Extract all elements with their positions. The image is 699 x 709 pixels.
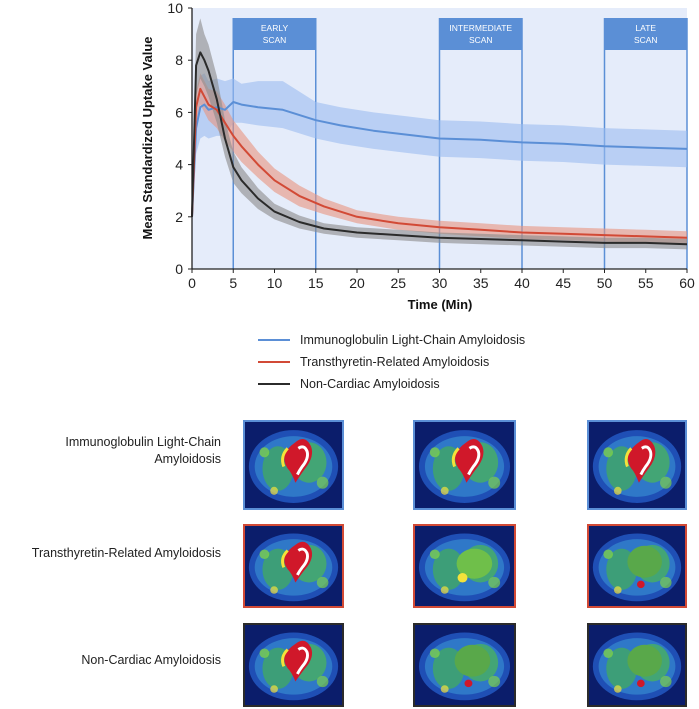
chart-legend: Immunoglobulin Light-Chain Amyloidosis T… (258, 329, 525, 395)
scan-window-label: EARLY (261, 23, 289, 33)
scan-image (587, 524, 687, 608)
series-line-0 (191, 101, 688, 217)
scan-window-label-2: SCAN (469, 35, 493, 45)
x-tick-label: 30 (432, 275, 448, 291)
y-tick-label: 6 (175, 104, 183, 120)
scan-window-label-2: SCAN (634, 35, 658, 45)
y-tick-label: 4 (175, 157, 183, 173)
scan-window-header (604, 18, 687, 50)
scan-image (243, 623, 344, 707)
row-label-al: Immunoglobulin Light-Chain Amyloidosis (65, 435, 221, 466)
series-band-1 (192, 73, 687, 245)
y-tick-label: 0 (175, 261, 183, 277)
x-tick-label: 50 (597, 275, 613, 291)
series-line-1 (191, 87, 688, 239)
x-tick-label: 55 (638, 275, 654, 291)
x-tick-label: 45 (555, 275, 571, 291)
legend-label-noncardiac: Non-Cardiac Amyloidosis (300, 377, 440, 391)
x-tick-label: 35 (473, 275, 489, 291)
scan-window-label-2: SCAN (263, 35, 287, 45)
row-label-noncardiac: Non-Cardiac Amyloidosis (81, 653, 221, 667)
legend-swatch-attr (258, 360, 290, 364)
uptake-chart: EARLY SCAN INTERMEDIATE SCAN LATE SCAN 0 5 10 15… (140, 0, 695, 312)
scan-window-header (439, 18, 522, 50)
series-band-0 (192, 73, 687, 230)
x-tick-label: 60 (679, 275, 695, 291)
y-axis-title: Mean Standardized Uptake Value (140, 36, 155, 239)
x-tick-label: 15 (308, 275, 324, 291)
scan-window-label: INTERMEDIATE (449, 23, 512, 33)
scan-window-label: LATE (635, 23, 656, 33)
scan-image (587, 623, 687, 707)
legend-item-attr: Transthyretin-Related Amyloidosis (258, 351, 525, 373)
legend-swatch-noncardiac (258, 382, 290, 386)
x-tick-label: 10 (267, 275, 283, 291)
x-tick-label: 20 (349, 275, 365, 291)
scan-image (413, 420, 516, 510)
legend-swatch-al (258, 338, 290, 342)
scan-image (243, 420, 344, 510)
y-tick-label: 8 (175, 52, 183, 68)
legend-label-attr: Transthyretin-Related Amyloidosis (300, 355, 490, 369)
x-tick-label: 5 (229, 275, 237, 291)
series-line-2 (191, 51, 688, 246)
legend-item-noncardiac: Non-Cardiac Amyloidosis (258, 373, 525, 395)
scan-image (413, 623, 516, 707)
x-tick-label: 0 (188, 275, 196, 291)
y-tick-label: 2 (175, 209, 183, 225)
x-tick-label: 40 (514, 275, 530, 291)
scan-image (413, 524, 516, 608)
x-axis-title: Time (Min) (408, 297, 473, 312)
scan-image (587, 420, 687, 510)
scan-image (243, 524, 344, 608)
legend-label-al: Immunoglobulin Light-Chain Amyloidosis (300, 333, 526, 347)
legend-item-al: Immunoglobulin Light-Chain Amyloidosis (258, 329, 525, 351)
y-tick-label: 10 (167, 0, 183, 16)
x-tick-label: 25 (390, 275, 406, 291)
scan-window-header (233, 18, 316, 50)
row-label-attr: Transthyretin-Related Amyloidosis (31, 546, 221, 560)
